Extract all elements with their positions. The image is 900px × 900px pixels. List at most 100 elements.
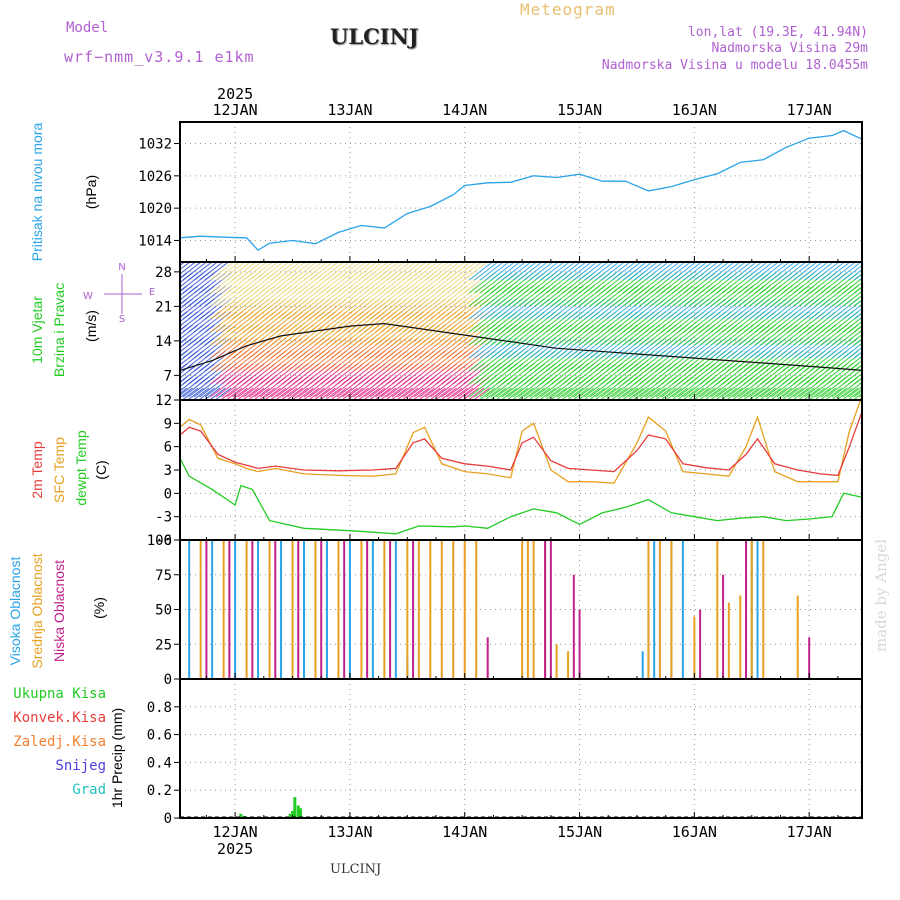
wind-barb [314, 262, 340, 281]
wind-barb [248, 262, 274, 281]
wind-barb [853, 364, 862, 372]
cloud-bar [383, 540, 386, 679]
wind-barb [309, 262, 334, 281]
wind-barb [369, 262, 395, 281]
wind-barb [490, 262, 516, 281]
y-tick-label: 0.6 [147, 728, 172, 744]
wind-barb [725, 387, 743, 400]
wind-barb [555, 387, 573, 400]
wind-barb [203, 387, 221, 400]
pressure-ylabel: Pritisak na nivou mora [29, 123, 45, 262]
wind-barb [435, 262, 461, 281]
wind-barb [180, 262, 186, 267]
sfc-ylabel: SFC Temp [51, 437, 67, 503]
wind-barb [534, 262, 560, 281]
wind-barb [441, 262, 466, 281]
y-tick-label: -3 [155, 510, 172, 526]
y-tick-label: 0.2 [147, 783, 172, 799]
cloud-bar [727, 602, 730, 679]
cloud-bar [234, 540, 237, 679]
wind-barb [683, 262, 708, 281]
wind-barb [705, 262, 730, 281]
wind-barb [225, 387, 243, 400]
wind-barb [648, 387, 666, 400]
wind-barb [479, 262, 505, 281]
wind-barb [180, 387, 193, 399]
wind-barb [859, 368, 862, 372]
wind-barb [545, 262, 571, 281]
wind-barb [180, 262, 202, 279]
bottom-date-label: 15JAN [557, 823, 602, 841]
wind-barb [180, 262, 191, 271]
top-date-label: 13JAN [327, 101, 372, 119]
wind-barb [390, 387, 408, 400]
temp2m-line [179, 411, 863, 477]
wind-barb [820, 262, 846, 281]
wind-barb [406, 387, 424, 400]
wind-barb [577, 387, 595, 400]
cloud-bar [452, 540, 455, 679]
wind-barb [709, 387, 727, 400]
wind-barb [764, 387, 782, 400]
wind-barb [188, 262, 213, 281]
wind-barb [797, 387, 815, 400]
y-tick-label: -6 [155, 533, 172, 549]
wind-barb [439, 387, 457, 400]
wind-barb [463, 262, 488, 281]
wind-barb [402, 262, 428, 281]
wind-barb [639, 262, 664, 281]
wind-barb [676, 387, 694, 400]
wind-barb [478, 387, 496, 400]
wind-barb [180, 387, 188, 395]
wind-barb [776, 262, 802, 281]
wind-barb [364, 262, 389, 281]
dewpoint-line [179, 458, 863, 535]
wind-barb [292, 262, 318, 281]
wind-ylabel: 10m Vjetar [29, 296, 45, 364]
wind-barb [395, 387, 413, 400]
top-date-label: 15JAN [557, 101, 602, 119]
wind-barb [276, 262, 301, 281]
mid-cloud-ylabel: Srednja Oblacnost [29, 553, 45, 668]
wind-barb [692, 387, 710, 400]
y-tick-label: 21 [155, 299, 172, 315]
panels [179, 121, 863, 819]
wind-barb [221, 262, 246, 281]
model-name: wrf−nmm_v3.9.1 e1km [64, 48, 255, 66]
wind-barb [324, 387, 342, 400]
wind-barb [632, 387, 650, 400]
y-tick-label: 25 [155, 637, 172, 653]
wind-barb [182, 262, 208, 281]
wind-barb [670, 387, 688, 400]
y-tick-label: 0.4 [147, 755, 172, 771]
precip-bar [288, 813, 292, 818]
wind-barb [298, 262, 323, 281]
wind-barb [237, 262, 263, 281]
wind-barb [738, 262, 763, 281]
wind-barb [654, 387, 672, 400]
wind-barb [688, 262, 714, 281]
bottom-date-label: 16JAN [672, 823, 717, 841]
wind-barb [633, 262, 659, 281]
precip-legend-item: Ukupna Kisa [13, 686, 106, 702]
cloud-bar [188, 540, 191, 679]
bottom-date-label: 14JAN [442, 823, 487, 841]
wind-barb [853, 299, 862, 307]
wind-barb [842, 368, 862, 385]
model-label: Model [66, 20, 109, 36]
wind-barb [204, 262, 230, 281]
compass-w: W [83, 291, 93, 302]
wind-barb [511, 387, 529, 400]
wind-barb [219, 387, 237, 400]
cloud-bar [325, 540, 328, 679]
wind-barb [672, 262, 697, 281]
wind-barb [802, 387, 820, 400]
axis-labels: 1014 1020 1026 1032 7 14 21 28 -6 -3 0 3 6 9 12 0 25 50 75… [7, 85, 839, 858]
wind-barb [303, 262, 329, 281]
wind-barb [859, 290, 862, 294]
cloud-bar [578, 609, 581, 679]
wind-barb [368, 387, 386, 400]
wind-barb [419, 262, 444, 281]
wind-barb [331, 262, 356, 281]
precip-bar [299, 808, 303, 818]
